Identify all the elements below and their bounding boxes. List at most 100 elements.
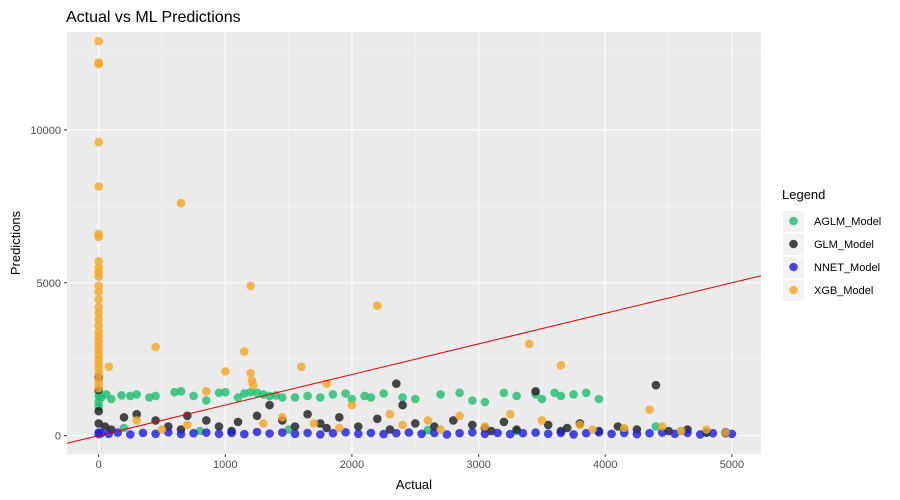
data-point: [651, 380, 661, 390]
data-point: [290, 393, 300, 402]
data-point: [94, 321, 103, 330]
data-point: [366, 428, 376, 438]
data-point: [423, 416, 433, 425]
data-point: [94, 384, 103, 393]
data-point: [411, 394, 420, 404]
data-point: [221, 367, 230, 376]
data-point: [94, 295, 103, 304]
data-point: [170, 387, 179, 397]
data-point: [265, 429, 274, 438]
data-point: [132, 416, 141, 425]
data-point: [316, 419, 325, 428]
data-point: [240, 429, 249, 439]
legend-marker: [789, 239, 798, 249]
data-point: [290, 422, 300, 431]
data-point: [531, 428, 540, 437]
data-point: [455, 388, 464, 398]
data-point: [94, 59, 103, 69]
data-point: [151, 391, 160, 401]
data-point: [335, 413, 344, 422]
x-tick-label: 3000: [466, 459, 490, 471]
data-point: [436, 425, 445, 434]
legend-label: GLM_Model: [814, 239, 874, 251]
data-point: [493, 428, 502, 438]
data-point: [246, 368, 255, 378]
data-point: [531, 387, 540, 396]
data-point: [240, 347, 249, 356]
data-point: [480, 397, 490, 407]
data-point: [543, 429, 553, 439]
data-point: [252, 427, 262, 437]
data-point: [94, 257, 103, 266]
legend-marker: [789, 262, 798, 272]
data-point: [341, 389, 350, 398]
plot-panel: [67, 32, 761, 454]
data-point: [94, 182, 103, 191]
data-point: [104, 429, 114, 439]
data-point: [227, 428, 236, 438]
data-point: [214, 422, 224, 431]
data-point: [411, 419, 420, 428]
data-point: [392, 379, 401, 389]
data-point: [366, 393, 376, 402]
data-point: [335, 423, 344, 433]
data-point: [379, 429, 388, 439]
data-point: [214, 388, 224, 398]
data-point: [373, 301, 382, 311]
y-axis-title: Predictions: [8, 210, 23, 275]
data-point: [524, 339, 534, 349]
data-point: [202, 396, 211, 405]
data-point: [556, 428, 566, 438]
data-point: [537, 416, 547, 425]
data-point: [695, 430, 705, 439]
data-point: [512, 425, 521, 434]
data-point: [246, 281, 255, 291]
data-point: [151, 416, 160, 425]
legend-label: AGLM_Model: [814, 216, 881, 228]
data-point: [126, 430, 135, 439]
data-point: [398, 393, 407, 402]
data-point: [657, 422, 667, 431]
data-point: [480, 429, 490, 439]
data-point: [94, 281, 103, 291]
data-point: [512, 391, 521, 401]
x-tick-label: 1000: [213, 459, 237, 471]
data-point: [233, 393, 243, 402]
data-point: [455, 411, 464, 421]
data-point: [246, 387, 255, 397]
data-point: [176, 429, 186, 439]
data-point: [94, 272, 103, 281]
data-point: [278, 393, 287, 402]
data-point: [455, 428, 464, 438]
legend: Legend AGLM_Model GLM_Model NNET_Model XGB_…: [782, 187, 881, 301]
data-point: [94, 232, 103, 242]
data-point: [354, 422, 363, 431]
data-point: [233, 417, 243, 427]
data-point: [657, 428, 667, 437]
legend-items: AGLM_Model GLM_Model NNET_Model XGB_Model: [783, 211, 881, 301]
data-point: [430, 428, 439, 438]
data-point: [354, 429, 363, 439]
data-point: [398, 400, 407, 410]
data-point: [721, 428, 730, 437]
data-point: [189, 391, 198, 401]
data-point: [94, 315, 103, 324]
data-point: [176, 198, 186, 208]
data-point: [303, 391, 312, 401]
data-point: [316, 393, 325, 402]
data-point: [94, 36, 103, 46]
data-point: [708, 428, 718, 438]
data-point: [94, 137, 103, 147]
data-point: [385, 409, 395, 419]
data-point: [398, 420, 407, 430]
data-point: [727, 429, 737, 439]
x-axis-ticks: 0 1000 2000 3000 4000 5000: [96, 454, 744, 471]
data-point: [607, 429, 616, 439]
data-point: [176, 387, 186, 396]
data-point: [581, 428, 591, 438]
legend-marker: [789, 285, 798, 295]
data-point: [499, 388, 509, 398]
data-point: [278, 428, 287, 437]
data-point: [214, 429, 224, 439]
